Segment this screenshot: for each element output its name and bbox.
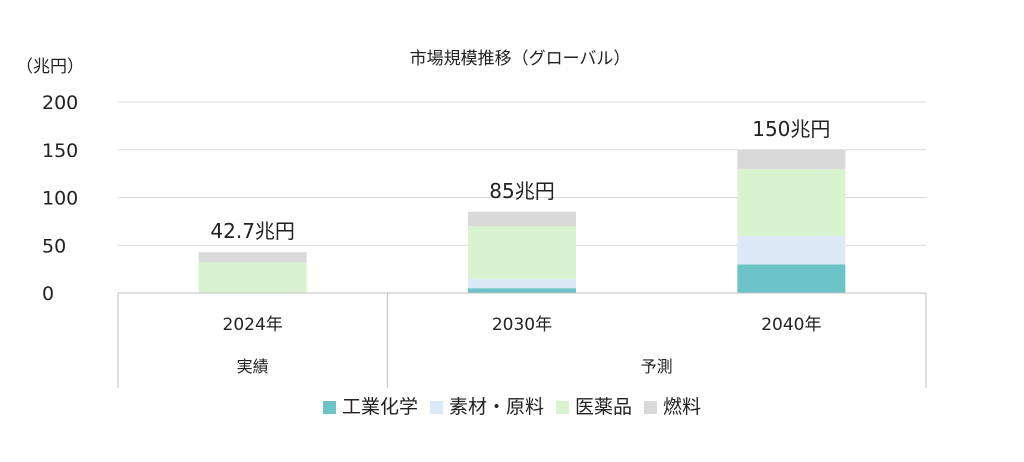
legend-label-2: 素材・原料 [449, 396, 544, 418]
y-tick-label-100: 100 [42, 188, 78, 210]
total-labels: 42.7兆円 85兆円 150兆円 [210, 117, 830, 243]
y-tick-label-150: 150 [42, 140, 78, 162]
bar-segment-2-4 [468, 211, 576, 227]
bar-segment-3-2 [737, 235, 846, 265]
y-tick-label-0: 0 [42, 283, 54, 305]
bar-segment-2-1 [468, 288, 576, 293]
bar-segment-3-1 [737, 264, 846, 293]
x-tick-label-1: 2024年 [223, 315, 283, 335]
legend-label-4: 燃料 [663, 396, 701, 418]
legend-swatch-2 [430, 401, 443, 414]
legend: 工業化学 素材・原料 医薬品 燃料 [323, 396, 701, 418]
y-tick-label-50: 50 [42, 235, 66, 257]
y-tick-labels: 0 50 100 150 200 [42, 92, 78, 305]
chart-title: 市場規模推移（グローバル） [410, 49, 631, 69]
x-tick-label-2: 2030年 [492, 315, 552, 335]
x-tick-label-3: 2040年 [761, 315, 821, 335]
y-tick-label-200: 200 [42, 92, 78, 114]
legend-label-3: 医薬品 [575, 396, 632, 418]
y-axis-unit: （兆円） [16, 57, 84, 77]
bar-segment-1-3 [198, 262, 307, 293]
legend-swatch-4 [644, 401, 657, 414]
bars [198, 149, 846, 293]
legend-swatch-3 [556, 401, 569, 414]
bar-segment-2-3 [468, 226, 576, 279]
bar-segment-3-3 [737, 168, 846, 236]
legend-label-1: 工業化学 [342, 396, 418, 418]
bar-segment-3-4 [737, 149, 846, 169]
total-label-2: 85兆円 [489, 179, 554, 203]
legend-swatch-1 [323, 401, 336, 414]
bar-segment-1-4 [198, 252, 307, 263]
bar-segment-2-2 [468, 278, 576, 289]
total-label-3: 150兆円 [752, 117, 830, 141]
group-label-1: 実績 [237, 357, 269, 376]
group-label-2: 予測 [641, 357, 673, 376]
total-label-1: 42.7兆円 [210, 219, 295, 243]
